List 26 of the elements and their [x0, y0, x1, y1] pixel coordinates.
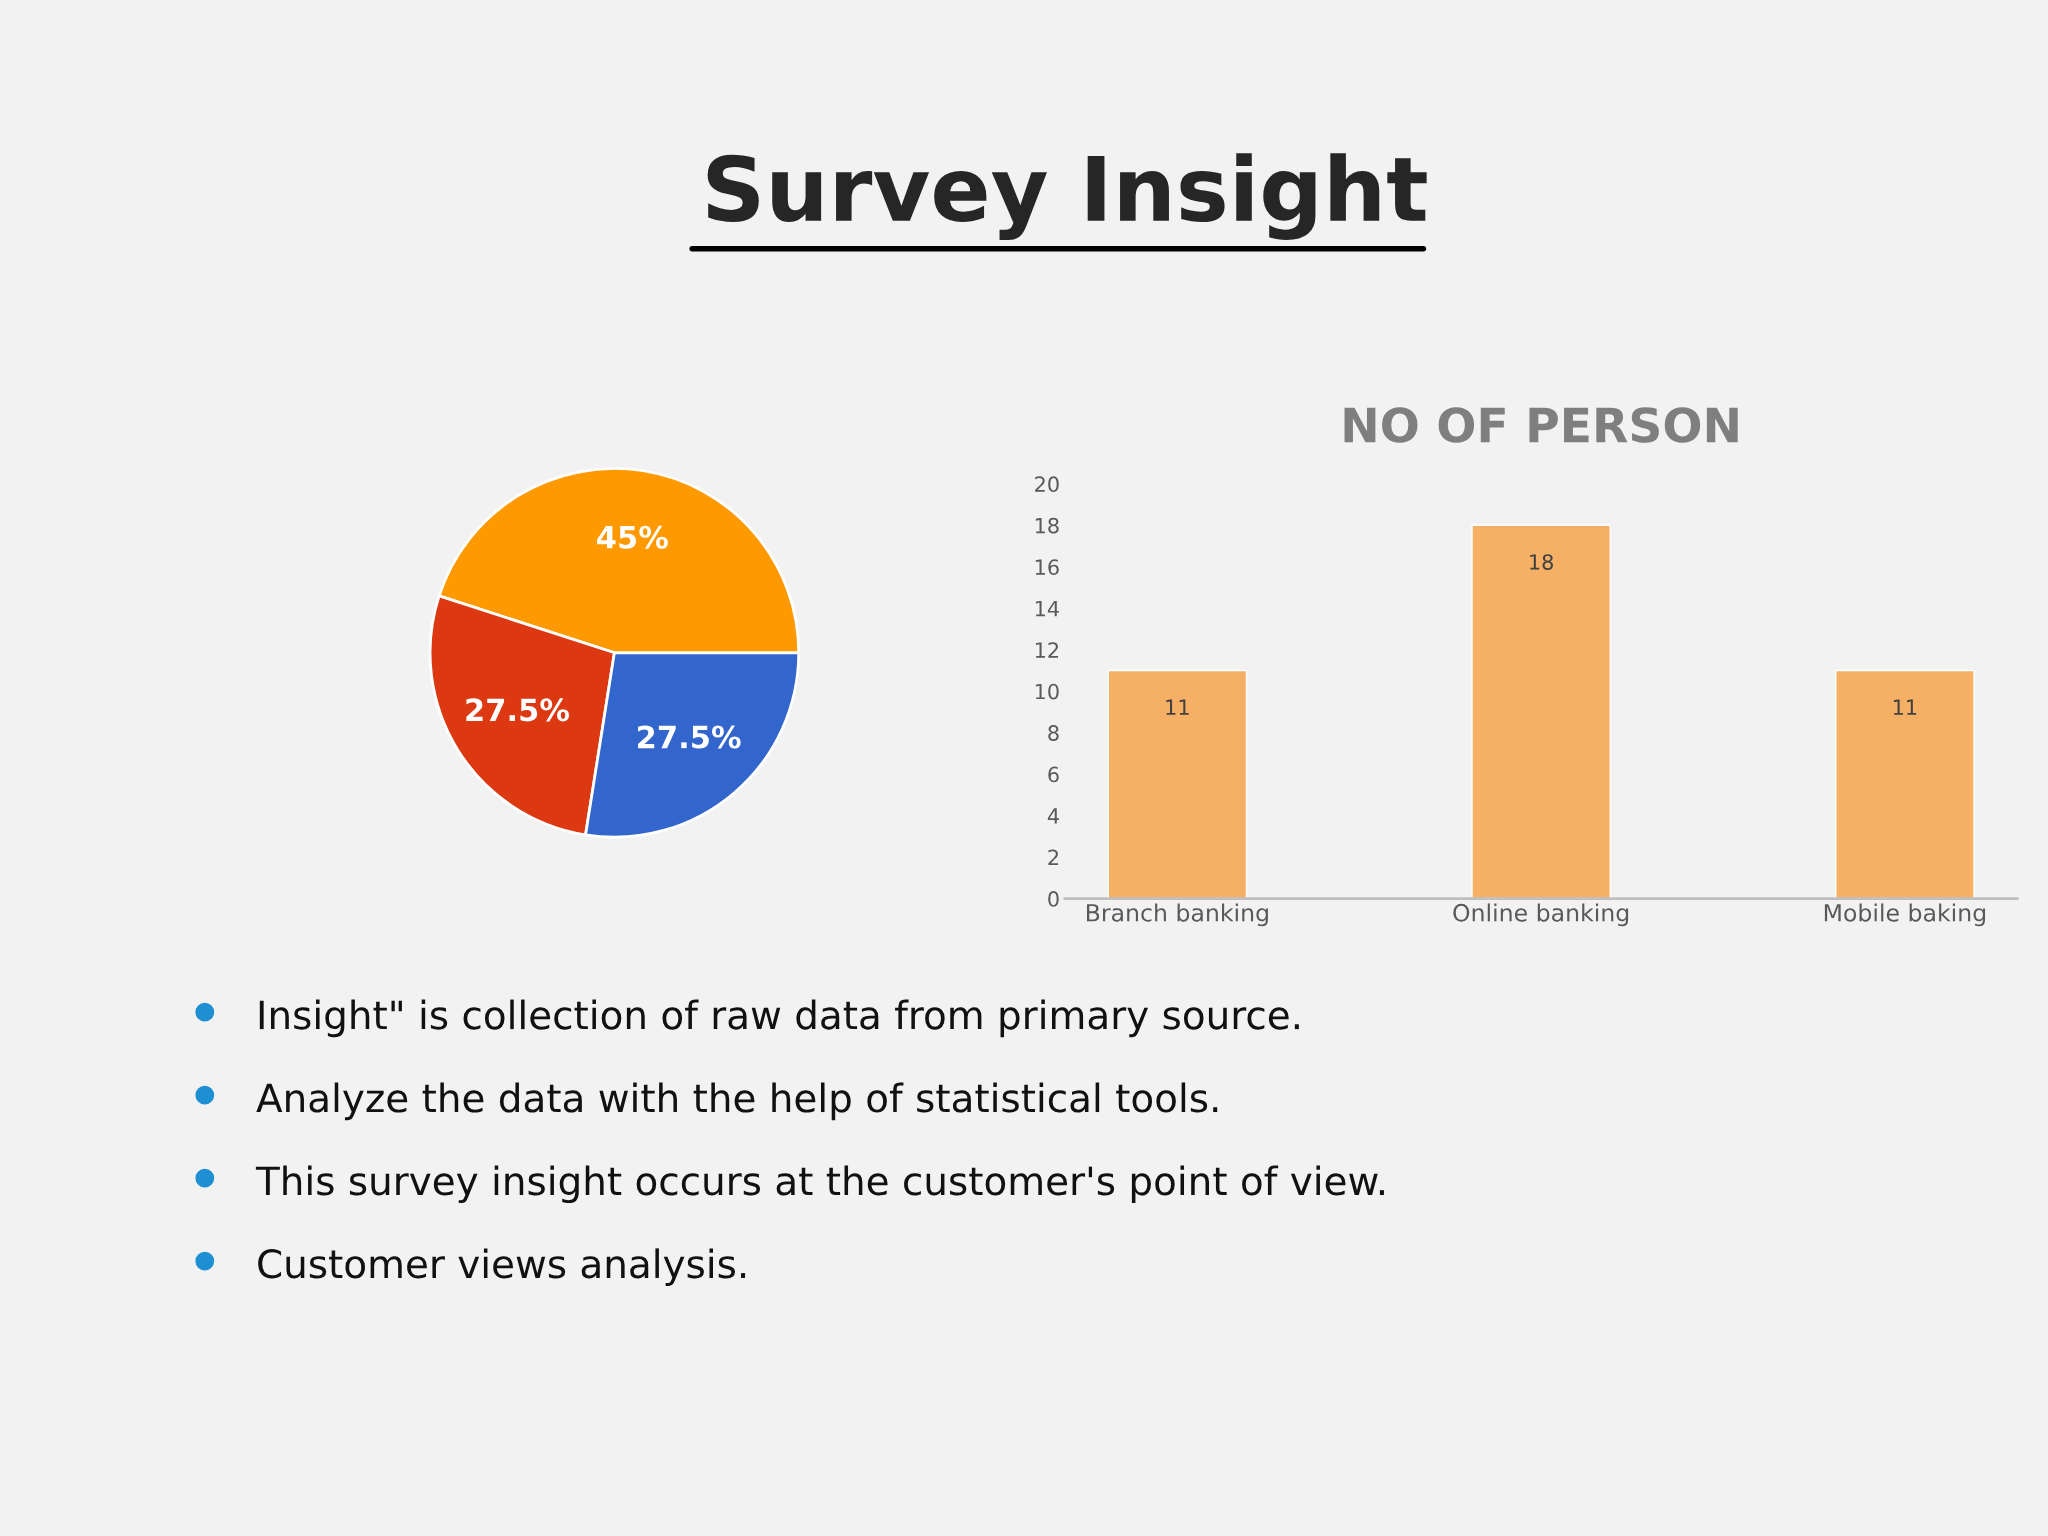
y-tick-label: 16	[1035, 559, 1059, 575]
y-tick-label: 8	[1048, 725, 1059, 741]
text: Survey Insight	[707, 153, 1427, 240]
y-tick-label: 0	[1048, 891, 1059, 907]
data-label: 27.5%	[466, 698, 569, 722]
data-label: 11	[1166, 699, 1189, 715]
text: Customer views analysis.	[258, 1248, 746, 1287]
y-tick-label: 20	[1035, 476, 1059, 493]
text: Analyze the data with the help of statistical tools.	[256, 1082, 1218, 1121]
data-label: 27.5%	[638, 725, 741, 749]
data-label: 11	[1893, 699, 1917, 715]
y-tick-label: 2	[1048, 849, 1059, 865]
y-tick-label: 10	[1035, 683, 1059, 700]
y-tick-label: 18	[1035, 517, 1059, 534]
y-tick-label: 6	[1048, 766, 1059, 783]
y-tick-label: 14	[1035, 600, 1059, 617]
data-label: 45%	[597, 525, 668, 549]
y-tick-label: 12	[1035, 642, 1059, 658]
text: Insight" is collection of raw data from primary source.	[259, 999, 1299, 1038]
y-tick-label: 4	[1047, 808, 1059, 824]
chart-title: NO OF PERSON	[1344, 407, 1738, 443]
x-tick-label: Online banking	[1453, 903, 1629, 927]
text: This survey insight occurs at the customer's point of view.	[255, 1165, 1384, 1204]
x-tick-label: Branch banking	[1086, 903, 1268, 927]
x-tick-label: Mobile baking	[1824, 903, 1986, 927]
data-label: 18	[1530, 554, 1553, 570]
